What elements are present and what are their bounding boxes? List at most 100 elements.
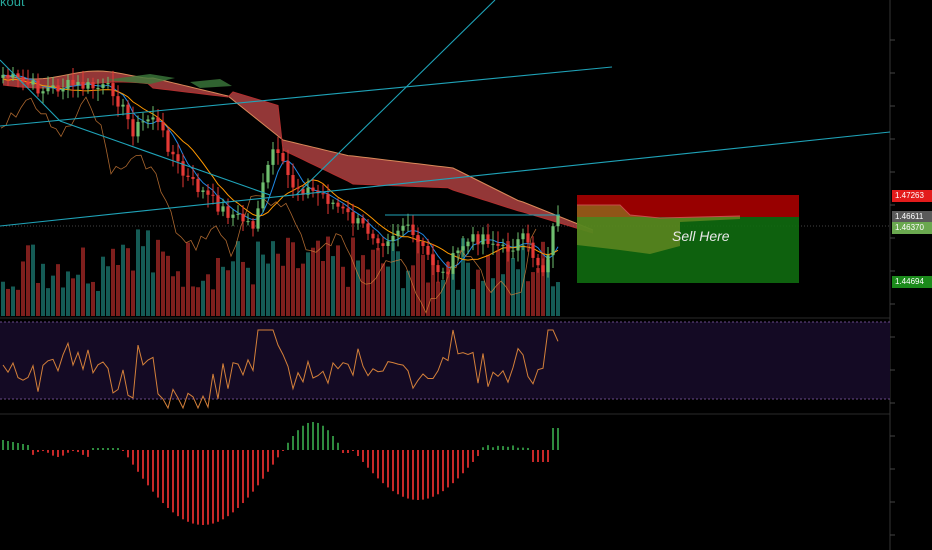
volume-bar [356,260,360,316]
macd-bar [177,450,179,517]
macd-bar [42,450,44,452]
volume-bar [26,245,30,316]
candle-body [536,257,540,266]
candle-body [336,202,340,207]
macd-bar [47,450,49,453]
candle-body [441,271,445,273]
cloud-fill [3,71,593,233]
volume-bar [446,261,450,316]
volume-bar [386,266,390,316]
volume-bar [366,269,370,316]
macd-bar [102,448,104,450]
trendline [295,0,496,196]
macd-bar [7,441,9,450]
candle-body [501,244,505,246]
candle-body [86,82,90,89]
macd-bar [372,450,374,474]
volume-bar [281,265,285,316]
macd-bar [57,450,59,457]
candle-body [281,153,285,162]
macd-bar [272,450,274,465]
candle-body [191,177,195,179]
candle-body [331,202,335,204]
volume-bar [216,257,220,316]
macd-bar [162,450,164,504]
candle-body [386,241,390,246]
volume-bar [241,261,245,316]
macd-bar [407,450,409,499]
macd-bar [382,450,384,484]
candle-body [121,104,125,107]
macd-bar [97,448,99,450]
macd-bar [362,450,364,462]
candle-body [411,224,415,236]
macd-bar [487,445,489,450]
candle-body [61,88,65,92]
macd-bar [37,450,39,453]
candle-body [26,81,30,85]
volume-bar [91,281,95,316]
candle-body [421,241,425,247]
volume-bar [256,241,260,316]
macd-bar [77,450,79,453]
volume-bar [361,255,365,316]
rsi-background [0,322,890,399]
volume-bar [81,247,85,316]
macd-bar [432,450,434,497]
volume-bar [436,281,440,316]
macd-bar [142,450,144,479]
candle-body [491,243,495,245]
volume-bar [551,286,555,316]
volume-bar [346,286,350,316]
candle-body [301,188,305,195]
volume-bar [196,287,200,316]
volume-bar [371,249,375,316]
candle-body [206,190,210,195]
candle-body [31,80,35,85]
candle-body [151,117,155,120]
trendlines [0,0,891,227]
macd-bar [327,430,329,450]
volume-bar [411,265,415,316]
candle-body [376,238,380,244]
volume-bar [156,239,160,316]
macd-bar [72,450,74,452]
macd-bar [447,450,449,488]
volume-bar [266,263,270,316]
macd-bar [307,422,309,450]
macd-bar [242,450,244,504]
candle-body [341,206,345,209]
volume-bar [56,264,60,316]
volume-bar [36,282,40,316]
volume-bar [111,248,115,316]
macd-bar [122,450,124,451]
volume-bar [341,266,345,316]
candle-body [511,250,515,252]
volume-bar [236,241,240,316]
volume-bar [71,278,75,316]
volume-bar [66,271,70,316]
macd-bar [157,450,159,498]
volume-bar [461,238,465,316]
candle-body [516,239,520,251]
volume-bar [106,266,110,316]
macd-bar [282,450,284,451]
macd-bar [292,436,294,450]
candle-body [141,121,145,123]
last-price-tag: 1.46611 [892,211,932,223]
candle-body [261,182,265,209]
volume-bar [526,281,530,316]
candle-body [51,85,55,88]
volume-bar [556,282,560,316]
candle-body [276,149,280,154]
candle-body [406,224,410,226]
macd-bar [507,446,509,450]
volume-bar [336,245,340,316]
macd-bar [217,450,219,522]
macd-bar [257,450,259,486]
macd-bar [192,450,194,524]
candle-body [106,83,110,85]
candle-body [321,193,325,195]
candle-body [111,83,115,97]
